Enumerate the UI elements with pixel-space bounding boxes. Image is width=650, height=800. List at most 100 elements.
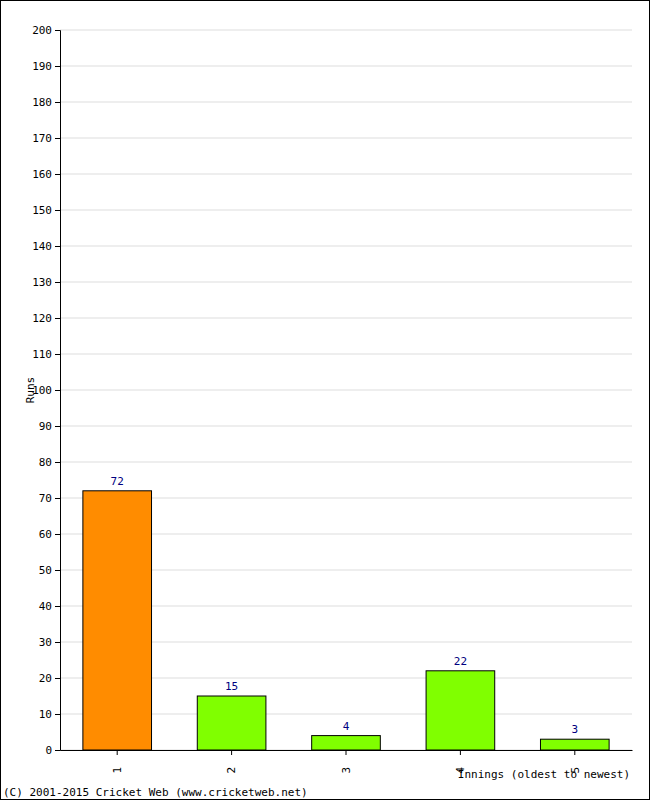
- x-tick: 3: [340, 750, 353, 773]
- y-tick: 20: [39, 672, 60, 685]
- bar: [312, 736, 381, 750]
- chart: 0102030405060708090100110120130140150160…: [0, 0, 650, 800]
- x-tick-mark: [460, 750, 461, 755]
- y-tick-label: 180: [32, 96, 52, 109]
- grid: [60, 30, 632, 750]
- data-label: 72: [111, 475, 124, 488]
- y-tick: 180: [32, 96, 60, 109]
- y-tick: 50: [39, 564, 60, 577]
- border: [1, 1, 650, 800]
- y-tick-mark: [55, 246, 60, 247]
- y-tick-label: 40: [39, 600, 52, 613]
- y-tick-label: 150: [32, 204, 52, 217]
- y-tick-mark: [55, 210, 60, 211]
- bar: [83, 491, 152, 750]
- y-tick-mark: [55, 354, 60, 355]
- data-label: 22: [454, 655, 467, 668]
- bar: [426, 671, 495, 750]
- y-tick-mark: [55, 30, 60, 31]
- grid-line: [60, 354, 632, 355]
- y-tick-label: 10: [39, 708, 52, 721]
- y-tick-mark: [55, 426, 60, 427]
- y-tick: 120: [32, 312, 60, 325]
- x-tick-label: 2: [225, 767, 238, 774]
- grid-line: [60, 282, 632, 283]
- y-tick-label: 140: [32, 240, 52, 253]
- x-tick: 2: [225, 750, 238, 773]
- y-tick-mark: [55, 102, 60, 103]
- y-tick: 0: [45, 744, 60, 757]
- grid-line: [60, 426, 632, 427]
- data-label: 4: [343, 720, 350, 733]
- y-tick-mark: [55, 606, 60, 607]
- y-tick: 70: [39, 492, 60, 505]
- y-tick-label: 60: [39, 528, 52, 541]
- x-tick-mark: [231, 750, 232, 755]
- data-label: 3: [571, 723, 578, 736]
- grid-line: [60, 210, 632, 211]
- grid-line: [60, 390, 632, 391]
- y-tick-label: 120: [32, 312, 52, 325]
- y-tick-mark: [55, 498, 60, 499]
- y-tick: 60: [39, 528, 60, 541]
- y-tick-mark: [55, 138, 60, 139]
- bar: [540, 739, 609, 750]
- y-tick: 90: [39, 420, 60, 433]
- plot: 0102030405060708090100110120130140150160…: [32, 24, 632, 773]
- grid-line: [60, 102, 632, 103]
- x-tick: 1: [111, 750, 124, 773]
- x-tick-label: 3: [340, 767, 353, 774]
- y-tick: 150: [32, 204, 60, 217]
- y-axis-title: Runs: [24, 377, 37, 404]
- y-axis-line: [55, 31, 61, 751]
- y-tick-mark: [55, 390, 60, 391]
- y-tick-label: 110: [32, 348, 52, 361]
- y-tick-label: 90: [39, 420, 52, 433]
- y-tick-mark: [55, 462, 60, 463]
- y-tick: 10: [39, 708, 60, 721]
- y-tick: 130: [32, 276, 60, 289]
- data-label: 15: [225, 680, 238, 693]
- y-tick-label: 160: [32, 168, 52, 181]
- data-labels: 72 15 4 22 3: [111, 475, 579, 736]
- y-tick-label: 70: [39, 492, 52, 505]
- grid-line: [60, 30, 632, 31]
- y-tick-label: 130: [32, 276, 52, 289]
- y-tick-mark: [55, 282, 60, 283]
- y-tick: 40: [39, 600, 60, 613]
- grid-line: [60, 138, 632, 139]
- footer: (C) 2001-2015 Cricket Web (www.cricketwe…: [3, 786, 308, 799]
- y-tick-label: 0: [45, 744, 52, 757]
- grid-line: [60, 462, 632, 463]
- x-tick-mark: [117, 750, 118, 755]
- y-tick-mark: [55, 714, 60, 715]
- y-tick-mark: [55, 174, 60, 175]
- y-tick-label: 170: [32, 132, 52, 145]
- y-tick: 160: [32, 168, 60, 181]
- y-tick: 170: [32, 132, 60, 145]
- y-tick: 110: [32, 348, 60, 361]
- y-tick: 200: [32, 24, 60, 37]
- y-tick-mark: [55, 66, 60, 67]
- y-tick-label: 190: [32, 60, 52, 73]
- y-tick-label: 20: [39, 672, 52, 685]
- y-tick-mark: [55, 570, 60, 571]
- grid-line: [60, 318, 632, 319]
- y-tick: 30: [39, 636, 60, 649]
- grid-line: [60, 246, 632, 247]
- x-tick-mark: [346, 750, 347, 755]
- bar: [197, 696, 266, 750]
- y-tick-mark: [55, 678, 60, 679]
- y-tick: 80: [39, 456, 60, 469]
- x-axis-title: Innings (oldest to newest): [458, 768, 630, 781]
- y-tick-mark: [55, 318, 60, 319]
- x-tick-label: 1: [111, 767, 124, 774]
- y-tick-mark: [55, 642, 60, 643]
- y-tick-mark: [55, 534, 60, 535]
- y-tick-label: 200: [32, 24, 52, 37]
- x-tick-mark: [574, 750, 575, 755]
- y-tick: 190: [32, 60, 60, 73]
- y-tick-label: 50: [39, 564, 52, 577]
- y-tick: 140: [32, 240, 60, 253]
- bars: [83, 491, 609, 750]
